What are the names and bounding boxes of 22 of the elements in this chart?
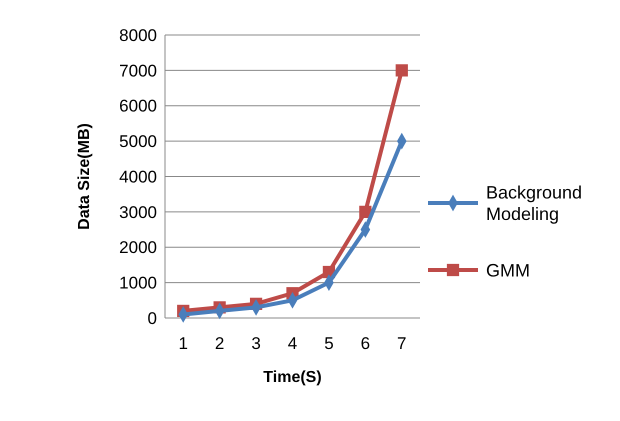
y-tick-label: 1000 (119, 274, 157, 293)
x-tick-label: 2 (214, 334, 224, 353)
x-tick-label: 5 (324, 334, 334, 353)
y-tick-label: 2000 (119, 238, 157, 258)
x-tick-label: 6 (360, 334, 370, 353)
y-tick-label: 3000 (119, 202, 157, 222)
x-tick-label: 1 (178, 334, 188, 353)
y-tick-label: 8000 (119, 26, 157, 45)
y-tick-label: 0 (148, 308, 157, 328)
x-axis-title: Time(S) (263, 369, 322, 386)
y-tick-label: 7000 (119, 61, 157, 80)
x-tick-label: 4 (288, 334, 298, 353)
x-tick-label: 3 (251, 334, 261, 353)
x-tick-label: 7 (397, 334, 407, 353)
y-tick-label: 6000 (119, 96, 157, 116)
y-tick-label: 5000 (119, 132, 157, 152)
point (359, 206, 372, 218)
legend-label: Background Modeling (486, 182, 582, 224)
point (396, 64, 408, 76)
y-tick-label: 4000 (119, 167, 157, 186)
legend-label: GMM (486, 260, 530, 280)
y-axis-title: Data Size(MB) (76, 123, 93, 230)
